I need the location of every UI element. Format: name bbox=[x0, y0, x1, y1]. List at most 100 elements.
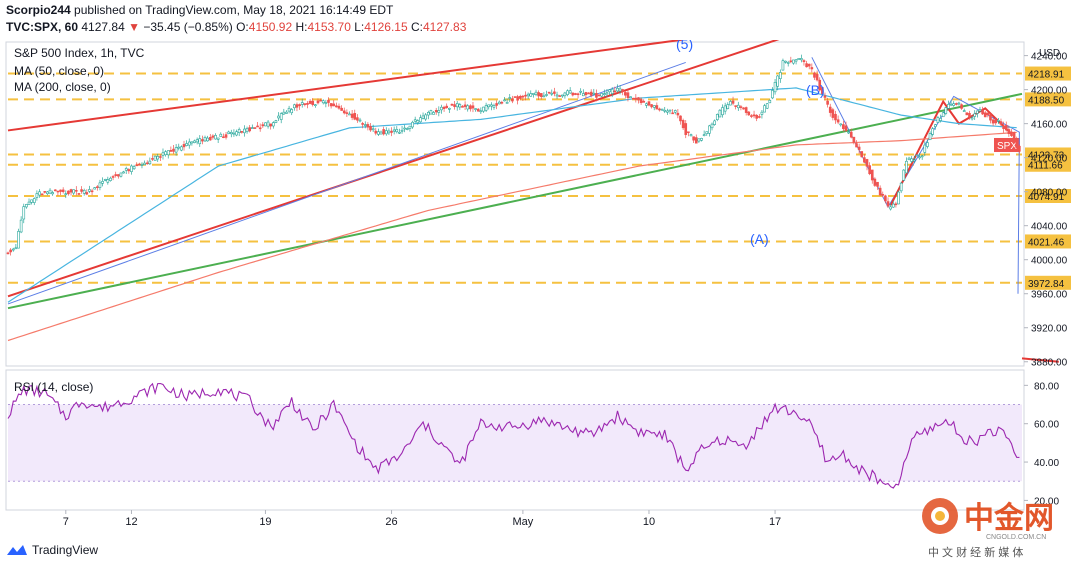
candle-body bbox=[500, 101, 504, 104]
candle-body bbox=[269, 123, 273, 127]
candle-body bbox=[135, 164, 139, 167]
candle-body bbox=[897, 191, 900, 205]
candle-body bbox=[849, 131, 853, 138]
candle-body bbox=[442, 106, 446, 109]
candle-body bbox=[345, 112, 349, 114]
candle-body bbox=[161, 152, 165, 156]
candle-body bbox=[379, 131, 383, 135]
candle-body bbox=[177, 146, 181, 149]
candle-body bbox=[497, 101, 501, 105]
legend-rsi: RSI (14, close) bbox=[14, 380, 94, 394]
candle-body bbox=[997, 120, 1000, 122]
low-label: L: bbox=[354, 20, 365, 34]
candle-body bbox=[411, 121, 414, 128]
candle-body bbox=[395, 129, 399, 133]
candle-body bbox=[868, 165, 871, 175]
candle-body bbox=[639, 99, 643, 103]
candle-body bbox=[894, 203, 898, 206]
candle-body bbox=[542, 95, 546, 98]
candle-body bbox=[870, 169, 874, 181]
candle-body bbox=[684, 123, 688, 135]
y-tick-label: 4000.00 bbox=[1031, 256, 1068, 267]
candle-body bbox=[603, 93, 606, 96]
y-tick-label: 4160.00 bbox=[1031, 120, 1068, 131]
price-level-label: 4021.46 bbox=[1028, 237, 1065, 248]
candle-body bbox=[624, 92, 627, 96]
candle-body bbox=[440, 106, 443, 111]
candle-body bbox=[755, 114, 758, 119]
cngold-watermark: 中金网 CNGOLD.COM.CN 中 文 财 经 新 媒 体 bbox=[922, 498, 1054, 559]
candle-body bbox=[358, 119, 362, 122]
candle-body bbox=[111, 176, 115, 178]
candle-body bbox=[96, 186, 99, 189]
candle-body bbox=[332, 103, 336, 107]
candle-body bbox=[148, 160, 152, 165]
candle-body bbox=[319, 99, 322, 102]
candle-body bbox=[48, 189, 52, 194]
author-name[interactable]: Scorpio244 bbox=[6, 3, 71, 17]
candle-body bbox=[726, 104, 730, 109]
candle-body bbox=[655, 105, 659, 110]
candle-body bbox=[232, 132, 236, 135]
candle-body bbox=[455, 103, 459, 108]
candle-body bbox=[587, 92, 590, 95]
close-value: 4127.83 bbox=[422, 20, 467, 34]
candle-body bbox=[742, 107, 745, 110]
wave-label-a: (A) bbox=[750, 231, 769, 247]
candle-body bbox=[878, 187, 882, 196]
candle-body bbox=[784, 60, 787, 63]
candle-body bbox=[300, 102, 304, 105]
candle-body bbox=[902, 169, 906, 181]
candle-body bbox=[705, 131, 709, 135]
candle-body bbox=[666, 110, 669, 113]
candle-body bbox=[495, 103, 498, 106]
price-level-tag bbox=[1025, 66, 1071, 81]
candle-body bbox=[518, 95, 522, 99]
candle-body bbox=[51, 192, 54, 195]
candle-body bbox=[335, 105, 338, 108]
candle-body bbox=[652, 105, 656, 108]
candle-body bbox=[970, 117, 974, 120]
candle-body bbox=[592, 92, 596, 95]
publish-header: Scorpio244 published on TradingView.com,… bbox=[0, 0, 1080, 38]
candle-body bbox=[915, 154, 919, 157]
candle-body bbox=[82, 189, 86, 194]
chart-area[interactable]: 4218.91 4188.50 4123.73 4111.66 4074.91 4021.… bbox=[0, 33, 1080, 540]
candle-body bbox=[311, 100, 315, 106]
candle-body bbox=[143, 162, 146, 165]
candle-body bbox=[645, 103, 648, 106]
candle-body bbox=[392, 129, 396, 132]
candle-body bbox=[560, 94, 564, 97]
candle-body bbox=[366, 124, 370, 128]
tradingview-brand[interactable]: TradingView bbox=[6, 543, 98, 557]
candle-body bbox=[855, 143, 858, 148]
candle-body bbox=[308, 100, 312, 104]
candle-body bbox=[723, 105, 727, 112]
candle-body bbox=[479, 110, 483, 113]
candle-body bbox=[426, 112, 430, 116]
candle-body bbox=[403, 127, 406, 130]
candle-body bbox=[920, 155, 924, 158]
candle-body bbox=[30, 199, 33, 203]
candle-body bbox=[390, 130, 393, 133]
y-tick-label: 4080.00 bbox=[1031, 188, 1068, 199]
y-tick-label: 4120.00 bbox=[1031, 154, 1068, 165]
candle-body bbox=[616, 87, 619, 92]
candle-body bbox=[484, 105, 488, 111]
candle-body bbox=[986, 112, 990, 116]
candle-body bbox=[153, 155, 157, 161]
candle-body bbox=[416, 120, 420, 124]
candle-body bbox=[989, 114, 992, 121]
price-level-tag bbox=[1025, 275, 1071, 290]
candle-body bbox=[881, 194, 885, 196]
candle-body bbox=[279, 113, 283, 120]
candle-body bbox=[553, 91, 556, 94]
candle-body bbox=[193, 140, 196, 143]
y-tick-label: 3920.00 bbox=[1031, 324, 1068, 335]
candle-body bbox=[103, 179, 107, 181]
candle-body bbox=[98, 182, 102, 188]
candle-body bbox=[579, 90, 582, 93]
candle-body bbox=[626, 92, 630, 99]
candle-body bbox=[384, 130, 388, 135]
